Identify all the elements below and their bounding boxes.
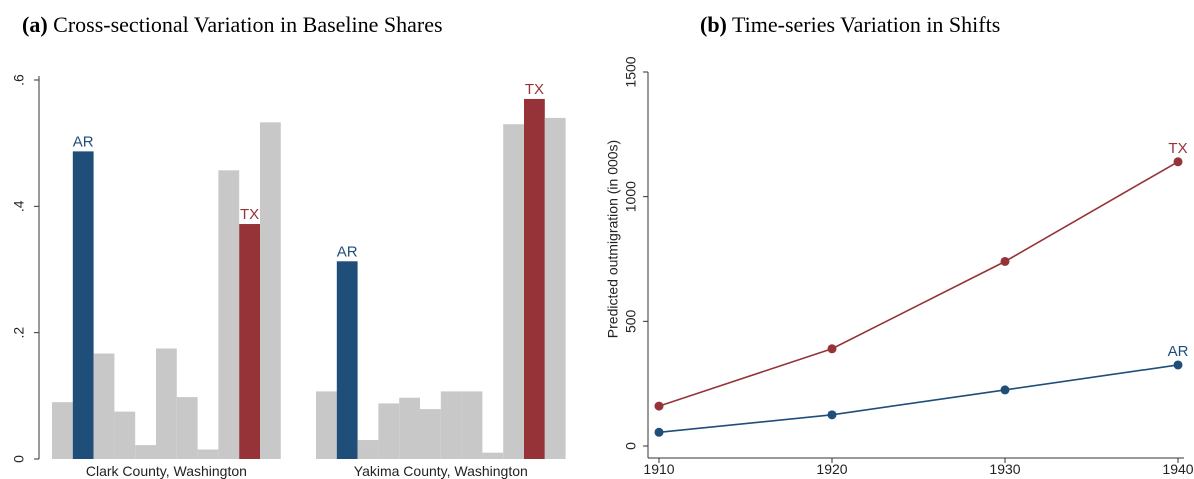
bar-label: AR xyxy=(337,243,358,260)
group-label: Yakima County, Washington xyxy=(354,463,528,479)
bar xyxy=(316,391,337,459)
bar xyxy=(503,124,524,459)
panel-a-title-text: Cross-sectional Variation in Baseline Sh… xyxy=(53,12,443,37)
y-tick-label: 0 xyxy=(623,442,639,450)
panel-a-letter: (a) xyxy=(22,12,48,37)
bar xyxy=(197,449,219,459)
data-point xyxy=(1173,360,1183,370)
bar xyxy=(135,445,156,459)
bar xyxy=(260,122,281,460)
y-tick-label: 0 xyxy=(11,455,27,463)
x-tick-label: 1940 xyxy=(1162,461,1193,477)
y-axis-title: Predicted outmigration (in 000s) xyxy=(605,140,621,338)
bar xyxy=(482,452,504,459)
x-tick-label: 1910 xyxy=(643,461,674,477)
bar xyxy=(114,411,136,459)
data-point xyxy=(1000,385,1010,395)
bar-label: AR xyxy=(73,133,94,150)
bar xyxy=(239,224,260,459)
data-point xyxy=(1173,157,1183,167)
bar-label: TX xyxy=(240,206,259,223)
x-tick-label: 1920 xyxy=(816,461,847,477)
bar xyxy=(399,397,420,459)
y-tick-label: .4 xyxy=(11,200,27,212)
bar xyxy=(544,117,566,460)
series-label: TX xyxy=(1168,140,1187,157)
y-tick-label: .6 xyxy=(11,74,27,86)
bar xyxy=(524,98,545,459)
bar xyxy=(176,397,198,459)
data-point xyxy=(827,344,837,354)
panel-b-title-text: Time-series Variation in Shifts xyxy=(732,12,1001,37)
data-point xyxy=(827,410,837,420)
bar xyxy=(440,391,462,459)
series-line xyxy=(658,364,1179,434)
bar xyxy=(93,353,115,459)
panel-b-title: (b) Time-series Variation in Shifts xyxy=(700,12,1000,38)
bar xyxy=(461,391,483,459)
data-point xyxy=(654,401,664,411)
y-tick-label: .2 xyxy=(11,327,27,339)
group-label: Clark County, Washington xyxy=(86,463,247,479)
bar xyxy=(52,402,73,459)
bar xyxy=(336,261,358,459)
bar-label: TX xyxy=(525,81,544,98)
y-tick-label: 1500 xyxy=(623,56,639,87)
bar xyxy=(156,348,177,459)
bar xyxy=(357,440,379,459)
data-point xyxy=(654,427,664,437)
bar xyxy=(72,151,94,459)
bar xyxy=(378,403,400,459)
series-line xyxy=(658,161,1179,407)
data-point xyxy=(1000,256,1010,266)
series-label: AR xyxy=(1168,343,1189,360)
panel-b-letter: (b) xyxy=(700,12,727,37)
panel-a-title: (a) Cross-sectional Variation in Baselin… xyxy=(22,12,443,38)
bar xyxy=(218,170,240,459)
bar xyxy=(420,409,441,459)
y-tick-label: 500 xyxy=(623,309,639,333)
x-tick-label: 1930 xyxy=(989,461,1020,477)
y-tick-label: 1000 xyxy=(623,181,639,212)
